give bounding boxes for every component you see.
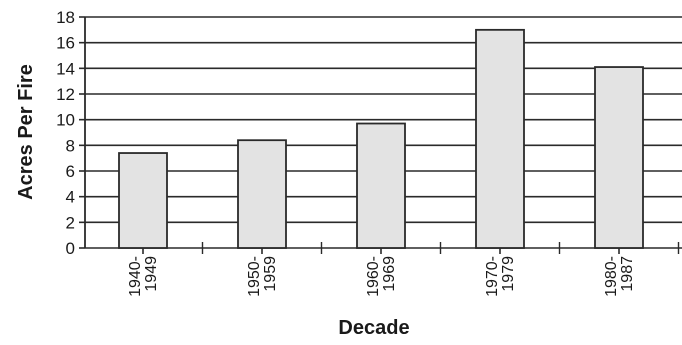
- x-tick-label-line1: 1980-: [603, 256, 620, 297]
- x-tick-label-line1: 1940-: [127, 256, 144, 297]
- y-tick-label: 0: [66, 239, 75, 258]
- y-tick-label: 14: [56, 59, 75, 78]
- x-tick-label: 1960- 1969: [365, 256, 398, 297]
- x-tick-labels: 1940- 1949 1950- 1959 1960- 1969 1970- 1979 1980…: [127, 256, 636, 297]
- x-tick-label-line2: 1959: [262, 256, 279, 292]
- x-tick-label-line1: 1970-: [484, 256, 501, 297]
- y-tick-label: 10: [56, 111, 75, 130]
- y-tick-label: 18: [56, 8, 75, 27]
- bar: [475, 28, 525, 249]
- bar: [237, 139, 287, 249]
- bar: [118, 152, 168, 249]
- x-tick-label: 1950- 1959: [246, 256, 279, 297]
- x-tick-label: 1940- 1949: [127, 256, 160, 297]
- axes: [79, 16, 680, 254]
- x-tick-label-line2: 1979: [500, 256, 517, 292]
- bars: [118, 28, 644, 249]
- x-tick-label-line2: 1987: [619, 256, 636, 292]
- y-tick-label: 12: [56, 85, 75, 104]
- y-tick-label: 8: [66, 136, 75, 155]
- x-tick-label-line2: 1949: [143, 256, 160, 292]
- bar: [594, 66, 644, 249]
- x-tick-label-line1: 1960-: [365, 256, 382, 297]
- bar: [356, 122, 406, 249]
- x-tick-label-line2: 1969: [381, 256, 398, 292]
- y-tick-labels: 0 2 4 6 8 10 12 14 16 18: [56, 8, 75, 258]
- x-axis-title: Decade: [338, 317, 409, 339]
- y-tick-label: 4: [66, 188, 75, 207]
- y-tick-label: 2: [66, 213, 75, 232]
- x-tick-label: 1970- 1979: [484, 256, 517, 297]
- x-tick-label: 1980- 1987: [603, 256, 636, 297]
- y-tick-label: 16: [56, 34, 75, 53]
- y-axis-title: Acres Per Fire: [15, 64, 37, 200]
- y-tick-label: 6: [66, 162, 75, 181]
- x-tick-label-line1: 1950-: [246, 256, 263, 297]
